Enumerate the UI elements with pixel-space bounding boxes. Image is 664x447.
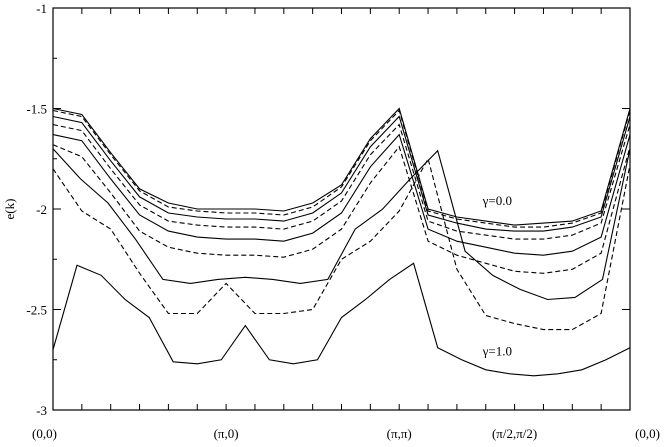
y-tick-label: -2.5	[26, 303, 47, 318]
series-line-3	[52, 115, 631, 232]
series-line-1	[52, 107, 631, 226]
series-line-9	[52, 262, 631, 377]
series-line-8	[52, 157, 631, 331]
x-tick-label: (0,0)	[635, 426, 660, 441]
x-tick-label: (0,0)	[32, 426, 57, 441]
x-tick-label: (π/2,π/2)	[492, 426, 537, 441]
series-line-2	[52, 109, 631, 228]
series-group	[52, 107, 631, 377]
y-tick-label: -2	[36, 202, 47, 217]
series-line-7	[52, 148, 631, 301]
annotations: γ=0.0 γ=1.0	[482, 193, 512, 359]
plot-frame	[52, 7, 631, 411]
series-line-4	[52, 123, 631, 240]
y-tick-label: -1.5	[26, 102, 47, 117]
annotation-label-1: γ=0.0	[482, 193, 512, 208]
y-tick-label: -3	[36, 403, 47, 418]
x-tick-label: (π,π)	[387, 426, 412, 441]
series-line-5	[52, 133, 631, 256]
x-ticks: (0,0) (π,0) (π,π) (π/2,π/2) (0,0)	[32, 8, 660, 441]
y-axis-label: e(k)	[2, 199, 17, 220]
y-ticks: -3 -2.5 -2 -1.5 -1	[26, 1, 630, 418]
y-tick-label: -1	[36, 1, 47, 16]
series-line-6	[52, 144, 631, 274]
x-tick-label: (π,0)	[214, 426, 239, 441]
annotation-label-2: γ=1.0	[482, 344, 512, 359]
